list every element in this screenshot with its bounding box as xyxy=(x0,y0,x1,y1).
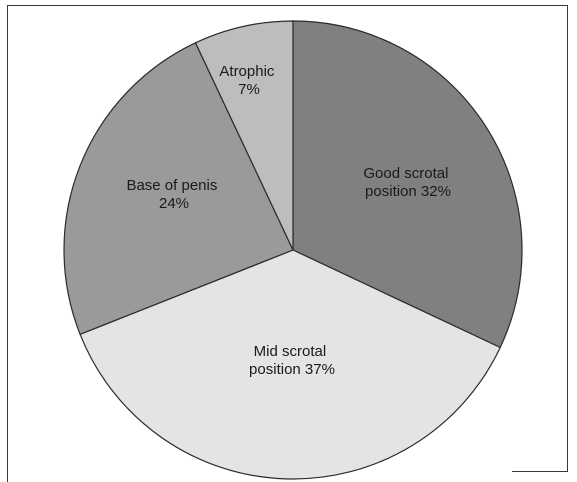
pie-slice-mid-scrotal-position xyxy=(79,249,502,480)
slice-label-atrophic: Atrophic 7% xyxy=(219,63,278,98)
pie-slice-good-scrotal-position xyxy=(292,20,523,349)
figure-frame-bottom-border xyxy=(512,471,567,472)
slice-label-line: Good scrotal xyxy=(363,165,448,182)
slice-label-line: 24% xyxy=(159,195,189,212)
slice-label-mid-scrotal-position: Mid scrotal position 37% xyxy=(249,343,335,378)
slice-label-line: position 32% xyxy=(365,183,451,200)
slice-label-good-scrotal-position: Good scrotal position 32% xyxy=(363,165,452,200)
slice-label-line: Base of penis xyxy=(126,177,217,194)
slice-label-line: 7% xyxy=(238,81,260,98)
figure-frame-top-border xyxy=(7,5,567,6)
pie-slices xyxy=(63,20,523,480)
pie-slice-base-of-penis xyxy=(63,41,294,336)
figure-frame-left-border xyxy=(7,5,8,482)
slice-label-line: Mid scrotal xyxy=(254,343,327,360)
slice-label-line: Atrophic xyxy=(219,63,275,80)
figure-frame-right-border xyxy=(567,5,568,472)
pie-slice-atrophic xyxy=(194,20,294,251)
slice-label-base-of-penis: Base of penis 24% xyxy=(126,177,221,212)
slice-label-line: position 37% xyxy=(249,361,335,378)
pie-labels: Good scrotal position 32% Mid scrotal po… xyxy=(126,63,452,378)
